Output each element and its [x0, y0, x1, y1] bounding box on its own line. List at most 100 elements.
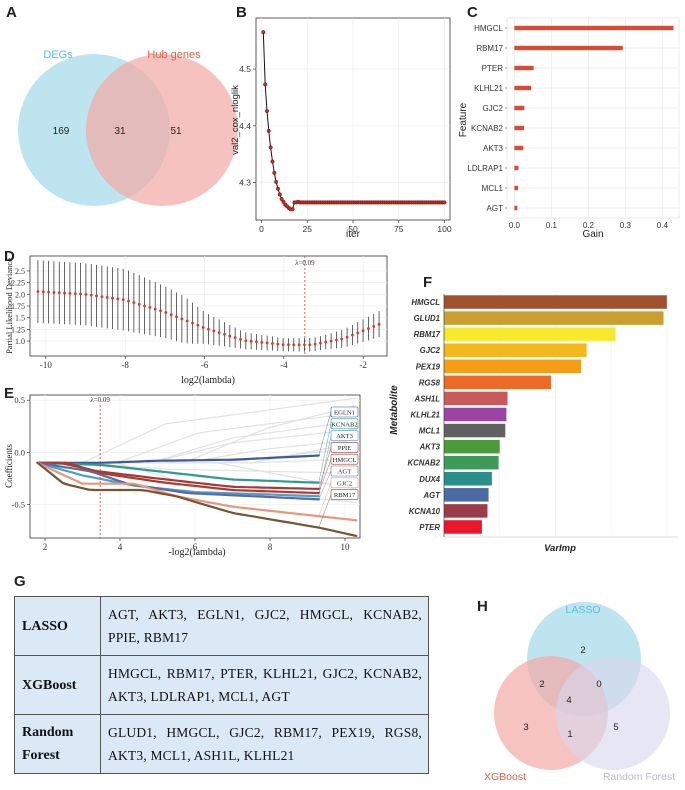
venn-a-hub-only-count: 51: [170, 126, 182, 137]
chart-d-xtick-label: -6: [201, 360, 209, 370]
chart-c-category-label: GJC2: [483, 104, 504, 113]
chart-c-category-label: HMGCL: [474, 24, 503, 33]
panel-d-label: D: [4, 248, 15, 265]
chart-f-bar: [444, 504, 488, 518]
chart-f-category-label: PTER: [419, 523, 440, 532]
chart-e-plot: EGLN1 KCNAB2 AKT3 PPIE HMGCL AGT GJC2 RBM17 λ=0.…: [36, 396, 359, 538]
venn-h-rf-only: 5: [613, 722, 618, 733]
chart-d-xtick-label: -8: [121, 360, 129, 370]
venn-h-lasso-only: 2: [580, 645, 585, 656]
venn-h-all-three: 4: [566, 695, 571, 706]
chart-f-bar: [444, 520, 482, 534]
chart-e-xtick-label: 6: [193, 542, 198, 552]
panel-b: B 0 25 50 75 100 4.3 4.4 4.5 iter val2_cox_nlog…: [230, 4, 452, 240]
chart-b-ytick-label: 4.3: [239, 178, 251, 188]
panel-c-label: C: [467, 4, 478, 21]
chart-e-ytick-label: -0.5: [12, 500, 25, 510]
chart-b-point: [277, 192, 282, 197]
chart-e-gene-label: EGLN1: [334, 410, 355, 417]
table-method-cell: Random Forest: [14, 714, 101, 774]
chart-d-xtick-label: -2: [359, 360, 367, 370]
panel-c: C 0.0 0.1 0.2 0.3 0.4 HMGCL RBM17 PTER KLHL21 GJC…: [458, 4, 680, 240]
chart-c-category-label: KCNAB2: [471, 124, 504, 133]
chart-e-leader-line: [318, 470, 332, 500]
chart-b-point: [263, 82, 268, 87]
chart-d-point: [356, 331, 360, 335]
chart-b-xtick-label: 0: [259, 224, 264, 234]
chart-e-leader-line: [318, 447, 332, 490]
chart-e-gene-label: AKT3: [336, 433, 354, 440]
venn-a-hub-circle: [86, 54, 238, 206]
chart-b-point: [266, 128, 271, 133]
chart-c-bar: [514, 25, 674, 31]
chart-b-point: [272, 170, 277, 175]
chart-d-point: [233, 336, 237, 340]
chart-d-point: [281, 343, 285, 347]
panel-b-label: B: [236, 4, 247, 21]
chart-d-point: [223, 332, 226, 336]
figure-canvas: A DEGs Hub genes 169 31 51 B 0 25 50 75 100 4…: [4, 4, 680, 590]
chart-f-category-label: RBM17: [414, 330, 441, 339]
chart-e-coefficient-path: [36, 454, 320, 464]
panel-d: D λ=0.09 -10 -8 -6 -4 -2 1.0 1.25 1.5 1.75 2.0 2.2…: [4, 248, 388, 386]
chart-f-category-label: AKT3: [419, 443, 441, 452]
chart-d-point: [111, 296, 114, 300]
venn-h-lasso-xgboost: 2: [539, 679, 544, 690]
chart-d-point: [52, 291, 56, 294]
table-method-cell: XGBoost: [14, 655, 101, 715]
chart-e-lambda-label: λ=0.09: [90, 396, 110, 404]
chart-e-gene-label-box: [330, 453, 359, 465]
chart-e-leader-line: [318, 494, 332, 528]
chart-e-leader-line: [318, 435, 332, 497]
chart-c-xtick-label: 0.0: [509, 221, 521, 230]
chart-f-category-label: KCNA10: [409, 507, 441, 516]
chart-e-gene-label: RBM17: [334, 492, 356, 499]
chart-f-bar: [444, 407, 507, 422]
chart-d-point: [132, 301, 136, 304]
chart-c-category-label: RBM17: [476, 44, 503, 53]
chart-c-category-label: KLHL21: [474, 84, 503, 93]
venn-h-rf-circle: [556, 656, 670, 770]
chart-d-point: [313, 342, 317, 346]
chart-e-ytick-label: 0.5: [14, 395, 25, 405]
chart-d-point: [196, 323, 200, 327]
chart-d-point: [340, 337, 344, 341]
panel-e: E EGLN1 KCNAB2 AKT3 PPIE HMGCL AGT GJC2 RBM17 λ=…: [4, 385, 361, 558]
chart-e-gene-label: HMGCL: [333, 457, 357, 464]
chart-d-point: [324, 340, 328, 344]
chart-b-ytick-label: 4.4: [239, 121, 251, 131]
chart-e-gene-label: GJC2: [337, 480, 352, 487]
chart-d-point: [153, 307, 157, 311]
chart-e-xtick-label: 2: [43, 542, 48, 552]
chart-d-point: [84, 292, 88, 296]
chart-b-point: [442, 200, 447, 205]
chart-e-coefficient-path: [36, 461, 320, 495]
chart-f-xlabel: VarImp: [544, 543, 576, 554]
chart-b-xtick-label: 75: [394, 224, 404, 234]
panel-g-label: G: [14, 573, 26, 590]
chart-d-point: [372, 324, 376, 328]
chart-d-point: [303, 343, 306, 347]
chart-f-category-label: GJC2: [420, 346, 441, 355]
venn-a-degs-label: DEGs: [43, 49, 73, 61]
chart-f-bars: [444, 295, 667, 534]
chart-d-point: [308, 343, 312, 347]
chart-e-xtick-label: 10: [341, 542, 351, 552]
table-row: XGBoost HMGCL, RBM17, PTER, KLHL21, GJC2…: [14, 655, 429, 715]
chart-d-plot: λ=0.09: [36, 256, 381, 356]
chart-d-xtick-label: -10: [40, 360, 52, 370]
chart-d-point: [217, 331, 221, 335]
chart-c-category-label: PTER: [482, 64, 504, 73]
chart-e-gene-label: PPIE: [338, 445, 352, 452]
panel-a: A DEGs Hub genes 169 31 51: [6, 4, 238, 206]
chart-d-point: [89, 293, 93, 297]
chart-b-plot: [261, 30, 447, 212]
chart-d-point: [249, 339, 253, 343]
chart-d-point: [292, 343, 296, 347]
chart-c-frame: [506, 17, 680, 219]
chart-d-point: [137, 302, 141, 306]
chart-d-lambda-label: λ=0.09: [295, 259, 315, 267]
chart-d-point: [207, 327, 210, 331]
chart-d-xtick-label: -4: [280, 360, 288, 370]
venn-h-lasso-rf: 0: [596, 679, 601, 690]
